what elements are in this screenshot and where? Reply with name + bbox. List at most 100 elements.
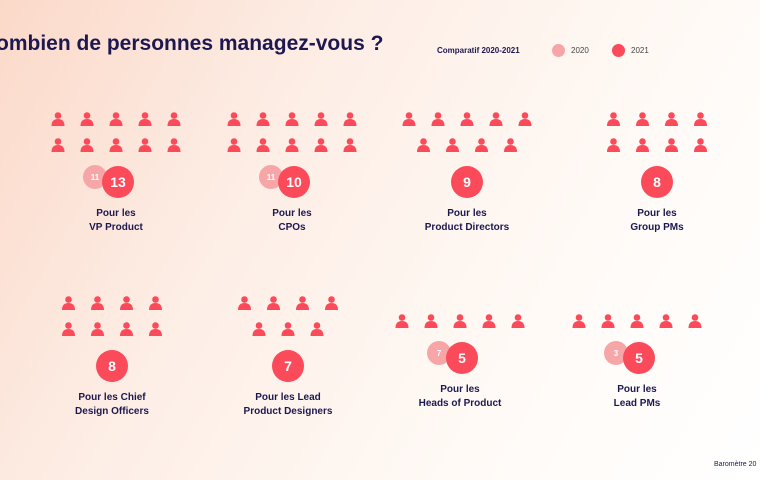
person-icon <box>109 138 123 152</box>
category-label-line1: Pour les <box>272 208 312 219</box>
category-card: 7 5 Pour les Heads of Product <box>390 308 530 448</box>
category-label-line1: Pour les <box>96 208 136 219</box>
person-icon <box>424 314 438 328</box>
person-icon <box>688 314 702 328</box>
category-card: 8 Pour les Group PMs <box>587 108 727 248</box>
category-card: 9 Pour les Product Directors <box>397 108 537 248</box>
people-pictogram <box>62 296 162 336</box>
person-icon <box>607 138 620 152</box>
people-pictogram <box>395 314 525 328</box>
category-card: 3 5 Pour les Lead PMs <box>567 308 707 448</box>
category-label-line2: Product Directors <box>424 222 510 233</box>
person-icon <box>120 296 133 310</box>
legend-label-2020: 2020 <box>571 46 589 55</box>
value-bubble-2021: 5 <box>446 342 478 374</box>
people-pictogram <box>402 112 532 152</box>
category-card: 11 10 Pour les CPOs <box>222 108 362 248</box>
person-icon <box>138 112 152 126</box>
person-icon <box>314 138 328 152</box>
person-icon <box>51 112 65 126</box>
person-icon <box>80 112 94 126</box>
value-bubble-2021: 8 <box>96 350 128 382</box>
people-pictogram <box>238 296 338 336</box>
person-icon <box>310 322 324 336</box>
legend-swatch-2020 <box>552 44 565 57</box>
person-icon <box>256 112 270 126</box>
person-icon <box>453 314 467 328</box>
legend-title: Comparatif 2020-2021 <box>437 46 520 55</box>
person-icon <box>296 296 309 310</box>
person-icon <box>417 138 430 152</box>
category-label-line2: CPOs <box>278 222 306 233</box>
person-icon <box>343 112 357 126</box>
person-icon <box>267 296 280 310</box>
person-icon <box>343 138 357 152</box>
person-icon <box>227 112 241 126</box>
person-icon <box>475 138 488 152</box>
category-card: 7 Pour les Lead Product Designers <box>218 292 358 432</box>
person-icon <box>518 112 532 126</box>
person-icon <box>167 112 181 126</box>
person-icon <box>314 112 328 126</box>
person-icon <box>489 112 503 126</box>
person-icon <box>460 112 474 126</box>
person-icon <box>665 112 678 126</box>
person-icon <box>281 322 295 336</box>
category-label-line2: Lead PMs <box>613 398 661 409</box>
category-label-line1: Pour les Chief <box>78 392 146 403</box>
person-icon <box>120 322 133 336</box>
person-icon <box>607 112 620 126</box>
person-icon <box>636 112 649 126</box>
person-icon <box>167 138 181 152</box>
person-icon <box>659 314 673 328</box>
category-label-line2: Group PMs <box>630 222 684 233</box>
person-icon <box>325 296 338 310</box>
person-icon <box>91 296 104 310</box>
person-icon <box>285 138 299 152</box>
category-label: Pour les Lead Product Designers <box>218 391 358 419</box>
category-card: 8 Pour les Chief Design Officers <box>42 292 182 432</box>
person-icon <box>138 138 152 152</box>
person-icon <box>227 138 241 152</box>
category-label-line1: Pour les <box>617 384 657 395</box>
person-icon <box>256 138 270 152</box>
person-icon <box>252 322 266 336</box>
person-icon <box>149 296 162 310</box>
person-icon <box>511 314 525 328</box>
value-bubble-2021: 10 <box>278 166 310 198</box>
person-icon <box>431 112 445 126</box>
person-icon <box>395 314 409 328</box>
value-bubble-2021: 13 <box>102 166 134 198</box>
category-label: Pour les Lead PMs <box>567 383 707 411</box>
person-icon <box>51 138 65 152</box>
person-icon <box>149 322 162 336</box>
category-label-line1: Pour les Lead <box>255 392 321 403</box>
category-label: Pour les VP Product <box>46 207 186 235</box>
person-icon <box>91 322 104 336</box>
person-icon <box>238 296 251 310</box>
category-label-line2: Product Designers <box>243 406 333 417</box>
person-icon <box>446 138 459 152</box>
category-label: Pour les Heads of Product <box>390 383 530 411</box>
person-icon <box>694 138 707 152</box>
value-bubble-2021: 9 <box>451 166 483 198</box>
value-bubble-2021: 5 <box>623 342 655 374</box>
people-pictogram <box>572 314 702 328</box>
person-icon <box>109 112 123 126</box>
person-icon <box>62 322 75 336</box>
people-pictogram <box>607 112 707 152</box>
people-pictogram: + <box>51 112 181 152</box>
person-icon <box>504 138 517 152</box>
category-label: Pour les Product Directors <box>397 207 537 235</box>
person-icon <box>572 314 586 328</box>
person-icon <box>630 314 644 328</box>
person-icon <box>402 112 416 126</box>
person-icon <box>80 138 94 152</box>
person-icon <box>694 112 707 126</box>
category-label-line2: Design Officers <box>75 406 149 417</box>
person-icon <box>285 112 299 126</box>
footer-text: Baromètre 20 <box>714 461 757 468</box>
value-bubble-2021: 8 <box>641 166 673 198</box>
category-label: Pour les CPOs <box>222 207 362 235</box>
category-label-line2: VP Product <box>89 222 143 233</box>
